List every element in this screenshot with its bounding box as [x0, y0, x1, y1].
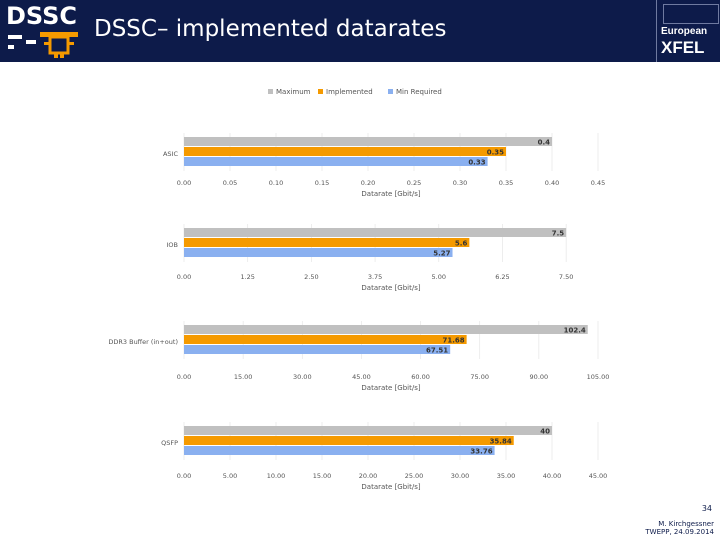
tick-label: 0.00 — [177, 472, 191, 480]
tick-label: 45.00 — [352, 373, 371, 381]
data-label: 33.76 — [470, 448, 492, 456]
legend-label-1: Implemented — [326, 88, 373, 96]
slide-header: DSSC DSSC– implemented datarates Europea… — [0, 0, 720, 62]
data-label: 7.5 — [552, 230, 565, 238]
tick-label: 0.00 — [177, 179, 191, 187]
tick-label: 30.00 — [451, 472, 470, 480]
bar-implemented — [184, 238, 470, 247]
tick-label: 60.00 — [411, 373, 430, 381]
tick-label: 0.30 — [453, 179, 467, 187]
tick-label: 45.00 — [589, 472, 608, 480]
slide-title: DSSC– implemented datarates — [94, 16, 447, 42]
bar-implemented — [184, 335, 467, 344]
european-xfel-logo: European XFEL — [656, 0, 720, 62]
data-label: 0.4 — [538, 139, 551, 147]
xfel-logo-line1: European — [661, 26, 708, 37]
data-label: 67.51 — [426, 347, 448, 355]
tick-label: 0.05 — [223, 179, 237, 187]
tick-label: 35.00 — [497, 472, 516, 480]
tick-label: 15.00 — [313, 472, 332, 480]
data-label: 0.33 — [468, 159, 485, 167]
tick-label: 30.00 — [293, 373, 312, 381]
bar-min-required — [184, 248, 453, 257]
tick-label: 5.00 — [223, 472, 237, 480]
tick-label: 0.10 — [269, 179, 283, 187]
tick-label: 1.25 — [240, 273, 254, 281]
tick-label: 15.00 — [234, 373, 253, 381]
bar-maximum — [184, 426, 552, 435]
data-label: 5.6 — [455, 240, 468, 248]
bar-maximum — [184, 228, 567, 237]
tick-label: 0.40 — [545, 179, 559, 187]
tick-label: 25.00 — [405, 472, 424, 480]
data-label: 71.68 — [442, 337, 464, 345]
bar-implemented — [184, 147, 506, 156]
legend-swatch-1 — [318, 89, 323, 94]
category-label: QSFP — [161, 439, 178, 447]
legend-label-2: Min Required — [396, 88, 442, 96]
axis-label: Datarate [Gbit/s] — [361, 190, 420, 198]
category-label: IOB — [167, 241, 179, 249]
tick-label: 105.00 — [587, 373, 610, 381]
tick-label: 0.20 — [361, 179, 375, 187]
tick-label: 20.00 — [359, 472, 378, 480]
legend-swatch-2 — [388, 89, 393, 94]
data-label: 0.35 — [487, 149, 504, 157]
tick-label: 0.00 — [177, 273, 191, 281]
tick-label: 3.75 — [368, 273, 382, 281]
bar-implemented — [184, 436, 514, 445]
tick-label: 0.00 — [177, 373, 191, 381]
xfel-logo-line2: XFEL — [661, 38, 705, 57]
tick-label: 2.50 — [304, 273, 318, 281]
slide-footer: M. Kirchgessner TWEPP, 24.09.2014 — [645, 520, 714, 536]
footer-event: TWEPP, 24.09.2014 — [645, 528, 714, 536]
tick-label: 5.00 — [432, 273, 446, 281]
dssc-logo-text: DSSC — [6, 2, 78, 30]
bar-maximum — [184, 137, 552, 146]
data-label: 102.4 — [564, 327, 586, 335]
data-label: 40 — [540, 428, 550, 436]
xfel-logo-frame — [663, 4, 719, 24]
axis-label: Datarate [Gbit/s] — [361, 284, 420, 292]
dssc-logo: DSSC — [0, 0, 84, 62]
axis-label: Datarate [Gbit/s] — [361, 384, 420, 392]
axis-label: Datarate [Gbit/s] — [361, 483, 420, 491]
bar-min-required — [184, 446, 495, 455]
bar-min-required — [184, 345, 451, 354]
tick-label: 6.25 — [495, 273, 509, 281]
bar-min-required — [184, 157, 488, 166]
page-number: 34 — [701, 504, 712, 513]
tick-label: 10.00 — [267, 472, 286, 480]
tick-label: 0.15 — [315, 179, 329, 187]
chart-0: 0.00 0.05 0.10 0.15 0.20 0.25 0.30 0.35 0.40 0.45… — [163, 133, 605, 198]
legend-label-0: Maximum — [276, 88, 311, 96]
dssc-logo-graphic — [8, 32, 78, 58]
category-label: DDR3 Buffer (in+out) — [108, 338, 178, 346]
footer-author: M. Kirchgessner — [658, 520, 714, 528]
tick-label: 0.35 — [499, 179, 513, 187]
tick-label: 40.00 — [543, 472, 562, 480]
tick-label: 0.25 — [407, 179, 421, 187]
data-label: 5.27 — [433, 250, 450, 258]
tick-label: 0.45 — [591, 179, 605, 187]
bar-maximum — [184, 325, 588, 334]
legend-swatch-0 — [268, 89, 273, 94]
chart-3: 0.00 5.00 10.00 15.00 20.00 25.00 30.00 35.00 40… — [161, 422, 607, 491]
chart-1: 0.00 1.25 2.50 3.75 5.00 6.25 7.50 IOB 7.5 5.6 5.2… — [167, 224, 573, 292]
data-label: 35.84 — [490, 438, 512, 446]
tick-label: 7.50 — [559, 273, 573, 281]
tick-label: 75.00 — [470, 373, 489, 381]
category-label: ASIC — [163, 150, 178, 158]
chart-2: 0.00 15.00 30.00 45.00 60.00 75.00 90.00 105.00… — [108, 321, 609, 392]
chart-legend: Maximum Implemented Min Required — [268, 88, 442, 96]
tick-label: 90.00 — [530, 373, 549, 381]
